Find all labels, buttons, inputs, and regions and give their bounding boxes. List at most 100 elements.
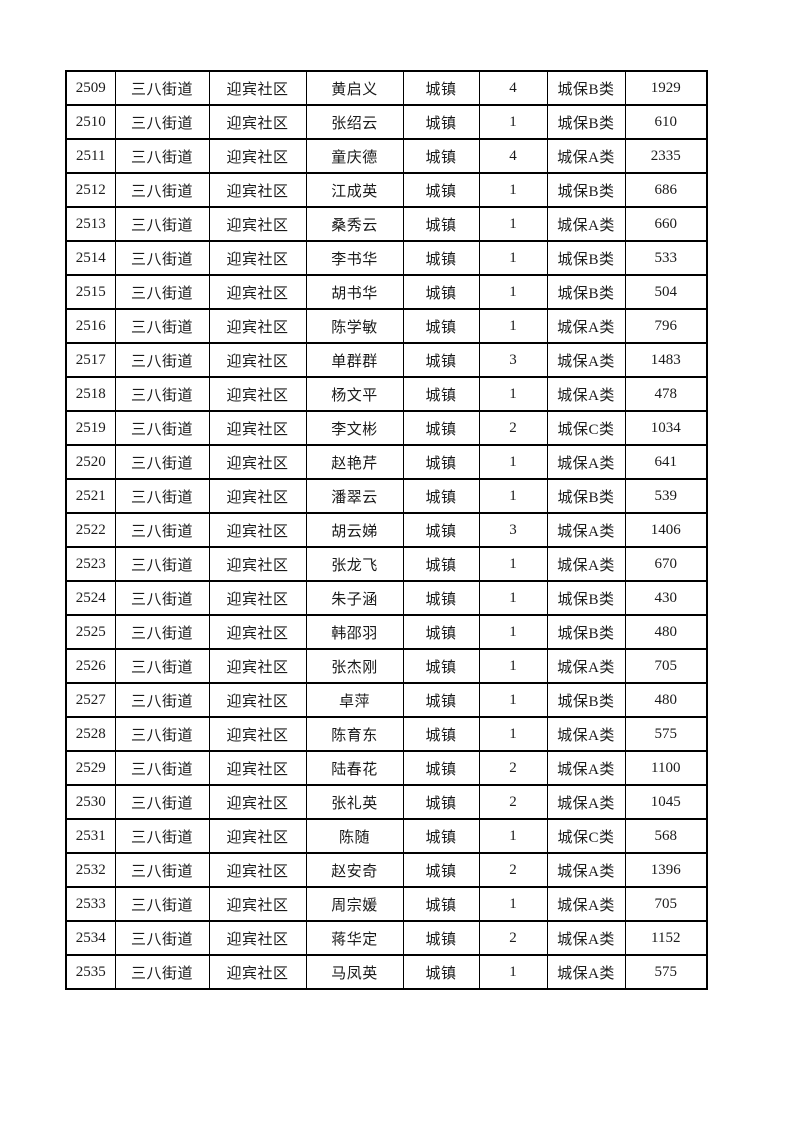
cell-community: 迎宾社区 <box>208 716 307 752</box>
cell-person-name: 张礼英 <box>305 784 404 820</box>
cell-serial-number: 2509 <box>65 70 116 106</box>
cell-amount: 796 <box>624 308 708 344</box>
cell-count: 4 <box>478 70 548 106</box>
cell-street: 三八街道 <box>114 716 210 752</box>
cell-household-type: 城镇 <box>402 546 480 582</box>
cell-count: 1 <box>478 206 548 242</box>
cell-household-type: 城镇 <box>402 410 480 446</box>
table-row: 2510 三八街道 迎宾社区 张绍云 城镇 1 城保B类 610 <box>65 104 708 140</box>
cell-community: 迎宾社区 <box>208 750 307 786</box>
table-row: 2518 三八街道 迎宾社区 杨文平 城镇 1 城保A类 478 <box>65 376 708 412</box>
cell-insurance-category: 城保B类 <box>546 172 626 208</box>
cell-person-name: 潘翠云 <box>305 478 404 514</box>
cell-insurance-category: 城保C类 <box>546 818 626 854</box>
cell-person-name: 张绍云 <box>305 104 404 140</box>
cell-count: 1 <box>478 682 548 718</box>
cell-person-name: 蒋华定 <box>305 920 404 956</box>
cell-serial-number: 2521 <box>65 478 116 514</box>
cell-household-type: 城镇 <box>402 580 480 616</box>
table-row: 2527 三八街道 迎宾社区 卓萍 城镇 1 城保B类 480 <box>65 682 708 718</box>
table-row: 2521 三八街道 迎宾社区 潘翠云 城镇 1 城保B类 539 <box>65 478 708 514</box>
cell-amount: 533 <box>624 240 708 276</box>
table-row: 2514 三八街道 迎宾社区 李书华 城镇 1 城保B类 533 <box>65 240 708 276</box>
cell-street: 三八街道 <box>114 546 210 582</box>
cell-household-type: 城镇 <box>402 104 480 140</box>
cell-community: 迎宾社区 <box>208 172 307 208</box>
cell-serial-number: 2530 <box>65 784 116 820</box>
table-row: 2525 三八街道 迎宾社区 韩邵羽 城镇 1 城保B类 480 <box>65 614 708 650</box>
table-row: 2535 三八街道 迎宾社区 马凤英 城镇 1 城保A类 575 <box>65 954 708 990</box>
cell-count: 1 <box>478 274 548 310</box>
cell-household-type: 城镇 <box>402 682 480 718</box>
cell-household-type: 城镇 <box>402 954 480 990</box>
table-row: 2515 三八街道 迎宾社区 胡书华 城镇 1 城保B类 504 <box>65 274 708 310</box>
cell-serial-number: 2519 <box>65 410 116 446</box>
cell-count: 1 <box>478 172 548 208</box>
cell-community: 迎宾社区 <box>208 274 307 310</box>
table-row: 2526 三八街道 迎宾社区 张杰刚 城镇 1 城保A类 705 <box>65 648 708 684</box>
cell-amount: 1152 <box>624 920 708 956</box>
cell-street: 三八街道 <box>114 682 210 718</box>
cell-household-type: 城镇 <box>402 614 480 650</box>
cell-street: 三八街道 <box>114 376 210 412</box>
cell-serial-number: 2513 <box>65 206 116 242</box>
cell-insurance-category: 城保B类 <box>546 614 626 650</box>
cell-household-type: 城镇 <box>402 784 480 820</box>
cell-household-type: 城镇 <box>402 478 480 514</box>
table-row: 2533 三八街道 迎宾社区 周宗媛 城镇 1 城保A类 705 <box>65 886 708 922</box>
cell-person-name: 朱子涵 <box>305 580 404 616</box>
table-row: 2523 三八街道 迎宾社区 张龙飞 城镇 1 城保A类 670 <box>65 546 708 582</box>
cell-serial-number: 2535 <box>65 954 116 990</box>
cell-insurance-category: 城保A类 <box>546 546 626 582</box>
cell-serial-number: 2512 <box>65 172 116 208</box>
cell-household-type: 城镇 <box>402 648 480 684</box>
cell-street: 三八街道 <box>114 138 210 174</box>
cell-street: 三八街道 <box>114 172 210 208</box>
cell-amount: 1406 <box>624 512 708 548</box>
cell-insurance-category: 城保B类 <box>546 274 626 310</box>
cell-insurance-category: 城保A类 <box>546 308 626 344</box>
cell-street: 三八街道 <box>114 206 210 242</box>
cell-amount: 575 <box>624 716 708 752</box>
cell-amount: 705 <box>624 648 708 684</box>
cell-community: 迎宾社区 <box>208 954 307 990</box>
table-row: 2531 三八街道 迎宾社区 陈随 城镇 1 城保C类 568 <box>65 818 708 854</box>
table-row: 2530 三八街道 迎宾社区 张礼英 城镇 2 城保A类 1045 <box>65 784 708 820</box>
cell-amount: 568 <box>624 818 708 854</box>
cell-household-type: 城镇 <box>402 818 480 854</box>
cell-community: 迎宾社区 <box>208 648 307 684</box>
cell-insurance-category: 城保A类 <box>546 886 626 922</box>
cell-amount: 478 <box>624 376 708 412</box>
cell-household-type: 城镇 <box>402 342 480 378</box>
cell-community: 迎宾社区 <box>208 546 307 582</box>
cell-household-type: 城镇 <box>402 376 480 412</box>
cell-count: 1 <box>478 954 548 990</box>
cell-count: 2 <box>478 750 548 786</box>
cell-amount: 2335 <box>624 138 708 174</box>
table-row: 2517 三八街道 迎宾社区 单群群 城镇 3 城保A类 1483 <box>65 342 708 378</box>
cell-insurance-category: 城保A类 <box>546 716 626 752</box>
cell-person-name: 赵安奇 <box>305 852 404 888</box>
cell-insurance-category: 城保A类 <box>546 750 626 786</box>
cell-community: 迎宾社区 <box>208 784 307 820</box>
cell-count: 1 <box>478 240 548 276</box>
cell-serial-number: 2528 <box>65 716 116 752</box>
cell-household-type: 城镇 <box>402 172 480 208</box>
cell-street: 三八街道 <box>114 104 210 140</box>
cell-insurance-category: 城保A类 <box>546 648 626 684</box>
cell-community: 迎宾社区 <box>208 70 307 106</box>
cell-amount: 539 <box>624 478 708 514</box>
cell-insurance-category: 城保A类 <box>546 852 626 888</box>
cell-community: 迎宾社区 <box>208 104 307 140</box>
cell-person-name: 张杰刚 <box>305 648 404 684</box>
cell-person-name: 桑秀云 <box>305 206 404 242</box>
cell-count: 1 <box>478 648 548 684</box>
cell-person-name: 马凤英 <box>305 954 404 990</box>
cell-insurance-category: 城保A类 <box>546 954 626 990</box>
cell-person-name: 韩邵羽 <box>305 614 404 650</box>
cell-amount: 504 <box>624 274 708 310</box>
cell-street: 三八街道 <box>114 410 210 446</box>
cell-insurance-category: 城保A类 <box>546 376 626 412</box>
cell-street: 三八街道 <box>114 750 210 786</box>
